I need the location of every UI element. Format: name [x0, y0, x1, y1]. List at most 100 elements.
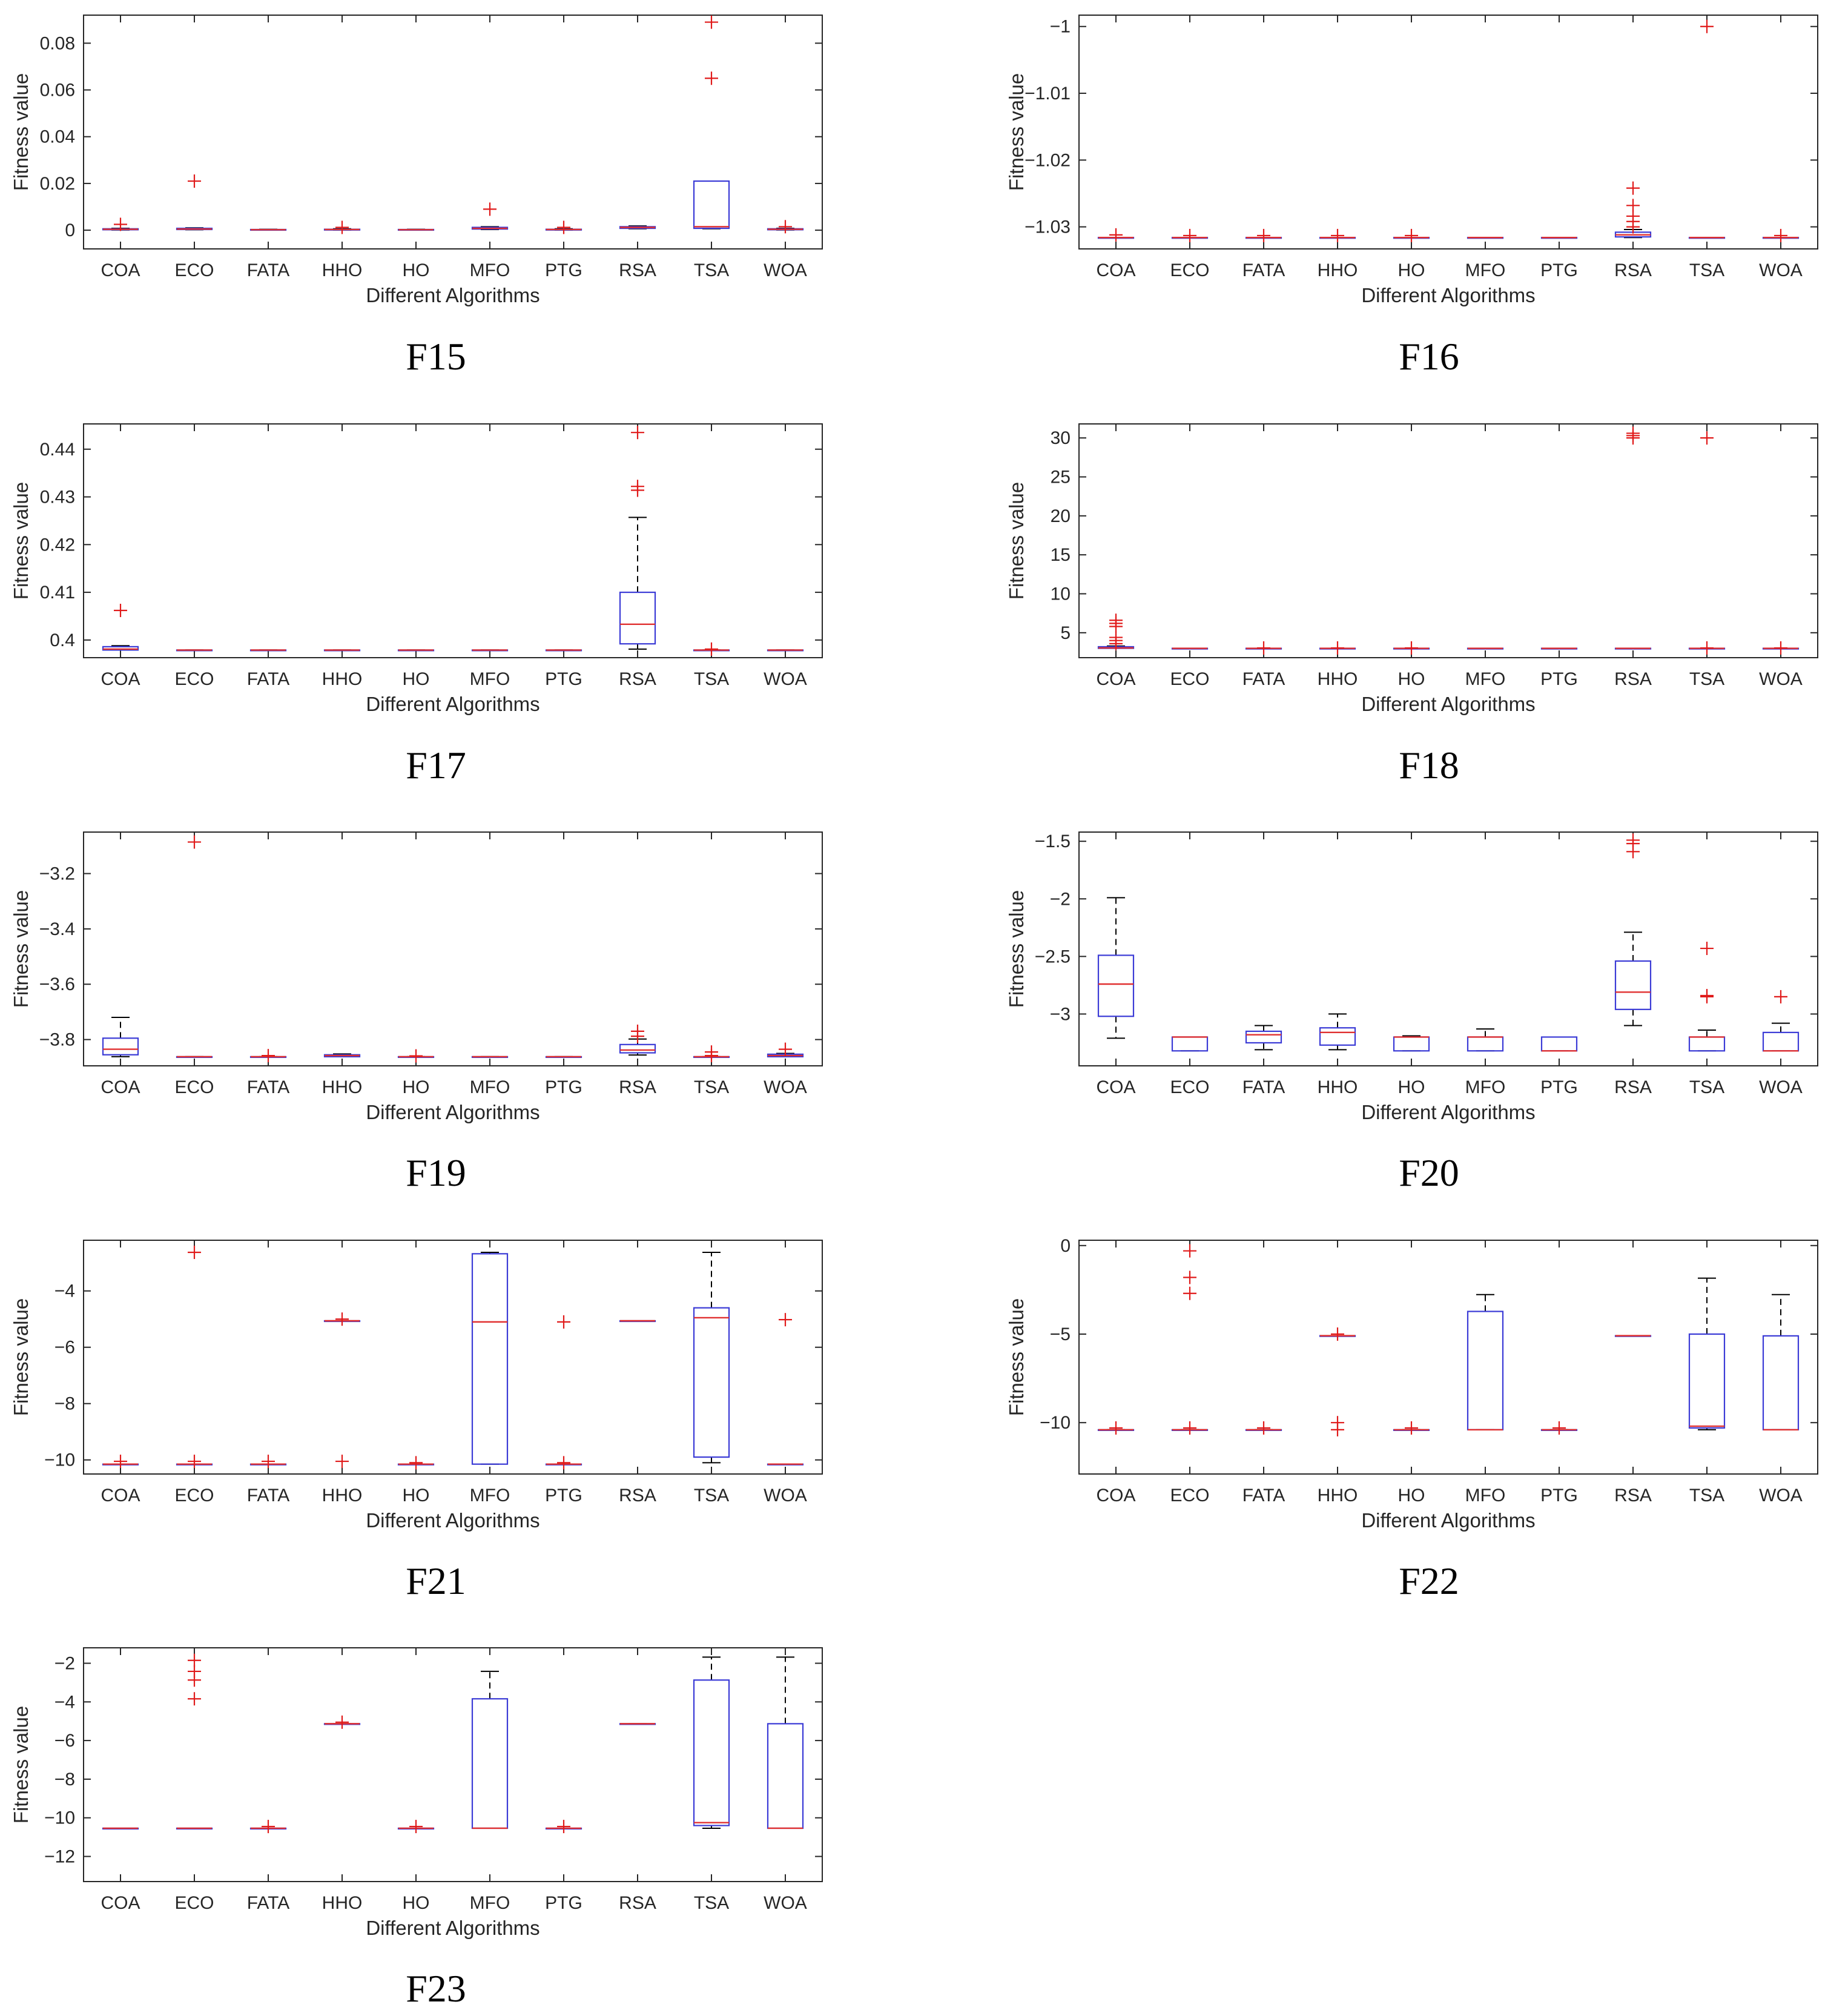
x-tick-label-tsa: TSA: [694, 260, 729, 280]
box-ptg: [545, 1315, 582, 1470]
x-tick-label-ptg: PTG: [545, 1486, 582, 1505]
outlier-marker: [1183, 1244, 1196, 1258]
x-tick-label-fata: FATA: [247, 1486, 290, 1505]
x-tick-label-fata: FATA: [247, 1077, 290, 1097]
box-mfo: [471, 202, 509, 230]
box-tsa: [1688, 942, 1726, 1052]
box-ho: [1393, 641, 1430, 655]
outlier-marker: [1626, 845, 1640, 859]
outlier-marker: [557, 220, 570, 234]
box-ptg: [545, 1820, 582, 1834]
panel-f22: −10 −5 0 COA ECO FATA HHO HO MFO PTG RSA TSA WOA Diff…: [1005, 1236, 1818, 1602]
x-tick-label-fata: FATA: [1242, 260, 1285, 280]
x-tick-label-rsa: RSA: [1614, 669, 1652, 689]
x-tick-label-woa: WOA: [764, 1486, 807, 1505]
y-tick-label: 30: [1051, 428, 1071, 448]
y-tick-label: 0.41: [40, 583, 75, 603]
y-tick-label: 0.43: [40, 487, 75, 507]
x-tick-label-ho: HO: [1398, 1077, 1425, 1097]
x-tick-label-ho: HO: [1398, 1486, 1425, 1505]
iqr-box: [102, 1037, 139, 1056]
outlier-marker: [779, 1313, 792, 1327]
outlier-marker: [1257, 641, 1270, 655]
panel-caption: F20: [1399, 1151, 1459, 1194]
iqr-box: [1467, 1036, 1504, 1052]
iqr-box: [1245, 1030, 1282, 1044]
box-fata: [249, 1455, 287, 1469]
box-eco: [176, 174, 213, 231]
box-coa: [102, 1017, 139, 1057]
x-tick-label-rsa: RSA: [619, 260, 656, 280]
x-axis-label: Different Algorithms: [366, 1509, 539, 1532]
x-tick-label-eco: ECO: [1170, 669, 1209, 689]
outlier-marker: [1331, 641, 1344, 655]
x-tick-label-ho: HO: [403, 1486, 430, 1505]
x-tick-label-woa: WOA: [1759, 1077, 1803, 1097]
x-tick-label-mfo: MFO: [470, 669, 510, 689]
panel-caption: F23: [406, 1967, 466, 2010]
box-woa: [1762, 228, 1800, 242]
x-tick-label-coa: COA: [101, 1893, 140, 1913]
box-rsa: [619, 426, 656, 650]
box-ptg: [545, 220, 582, 234]
box-tsa: [693, 642, 730, 656]
x-tick-label-fata: FATA: [247, 669, 290, 689]
y-tick-label: 0.42: [40, 535, 75, 555]
panel-caption: F15: [406, 335, 466, 378]
outlier-marker: [1700, 942, 1714, 956]
box-hho: [323, 220, 361, 234]
box-ho: [1393, 1035, 1430, 1052]
y-tick-label: −8: [54, 1770, 75, 1790]
outlier-marker: [1109, 1421, 1123, 1435]
x-axis-label: Different Algorithms: [366, 1101, 539, 1123]
x-axis-label: Different Algorithms: [1361, 284, 1535, 306]
y-axis-label: Fitness value: [10, 890, 32, 1008]
y-tick-label: −8: [54, 1394, 75, 1414]
box-woa: [1762, 990, 1800, 1052]
panel-caption: F18: [1399, 744, 1459, 787]
box-coa: [1097, 613, 1135, 650]
x-axis-label: Different Algorithms: [1361, 693, 1535, 715]
box-rsa: [1614, 426, 1652, 650]
panel-f18: 5 10 15 20 25 30 COA ECO FATA HHO HO MFO PTG RSA TSA WO…: [1005, 423, 1818, 787]
panel-f21: −10 −8 −6 −4 COA ECO FATA HHO HO MFO PTG RSA TSA WOA D…: [10, 1240, 823, 1602]
y-tick-label: 0.04: [40, 127, 75, 147]
box-rsa: [1614, 181, 1652, 239]
outlier-marker: [188, 1245, 201, 1259]
y-tick-label: −1.02: [1025, 150, 1071, 170]
outlier-marker: [1626, 199, 1640, 213]
box-eco: [176, 1653, 213, 1830]
x-tick-label-ho: HO: [1398, 260, 1425, 280]
panel-caption: F16: [1399, 335, 1459, 378]
y-axis-label: Fitness value: [10, 1298, 32, 1416]
outlier-marker: [1700, 641, 1714, 655]
box-ho: [1393, 1421, 1430, 1435]
box-woa: [767, 1656, 804, 1829]
x-axis-label: Different Algorithms: [1361, 1509, 1535, 1532]
outlier-marker: [1183, 1271, 1196, 1284]
y-axis-label: Fitness value: [1005, 73, 1028, 191]
iqr-box: [1688, 1036, 1726, 1052]
x-tick-label-ptg: PTG: [1540, 669, 1578, 689]
box-tsa: [693, 1045, 730, 1063]
outlier-marker: [335, 220, 349, 234]
x-tick-label-eco: ECO: [174, 260, 214, 280]
box-fata: [1245, 641, 1282, 655]
box-ptg: [1540, 237, 1578, 239]
box-eco: [176, 835, 213, 1059]
x-tick-label-ptg: PTG: [1540, 260, 1578, 280]
x-tick-label-coa: COA: [101, 260, 140, 280]
y-tick-label: −4: [54, 1281, 75, 1301]
outlier-marker: [1552, 1421, 1566, 1435]
box-woa: [767, 1042, 804, 1058]
x-tick-label-ptg: PTG: [545, 669, 582, 689]
box-woa: [1762, 641, 1800, 655]
box-coa: [102, 1827, 139, 1830]
x-tick-label-rsa: RSA: [619, 1077, 656, 1097]
iqr-box: [471, 1253, 509, 1465]
box-mfo: [471, 1670, 509, 1829]
y-tick-label: −2.5: [1035, 947, 1071, 967]
outlier-marker: [1331, 1423, 1344, 1436]
